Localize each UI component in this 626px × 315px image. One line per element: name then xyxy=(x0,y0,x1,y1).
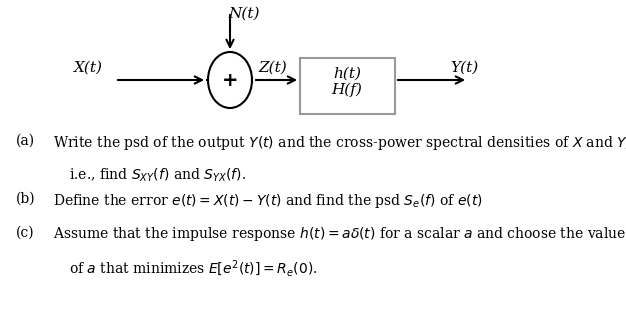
Text: (c): (c) xyxy=(16,225,34,239)
Bar xyxy=(300,58,395,114)
Text: +: + xyxy=(222,71,239,89)
Text: X(t): X(t) xyxy=(73,61,103,75)
Text: H(f): H(f) xyxy=(332,83,362,97)
Text: i.e., find $S_{XY}(f)$ and $S_{YX}(f)$.: i.e., find $S_{XY}(f)$ and $S_{YX}(f)$. xyxy=(69,167,246,184)
Text: (b): (b) xyxy=(16,192,35,206)
Text: h(t): h(t) xyxy=(333,67,361,81)
Text: Assume that the impulse response $h(t) = a\delta(t)$ for a scalar $a$ and choose: Assume that the impulse response $h(t) =… xyxy=(53,225,626,243)
Text: Y(t): Y(t) xyxy=(450,61,478,75)
Text: Write the psd of the output $Y(t)$ and the cross-power spectral densities of $X$: Write the psd of the output $Y(t)$ and t… xyxy=(53,134,626,152)
Text: (a): (a) xyxy=(16,134,35,148)
Text: Z(t): Z(t) xyxy=(258,61,287,75)
Text: N(t): N(t) xyxy=(228,7,260,21)
Text: of $a$ that minimizes $E[e^2(t)] = R_e(0)$.: of $a$ that minimizes $E[e^2(t)] = R_e(0… xyxy=(69,258,317,279)
Text: Define the error $e(t) = X(t) - Y(t)$ and find the psd $S_e(f)$ of $e(t)$: Define the error $e(t) = X(t) - Y(t)$ an… xyxy=(53,192,483,210)
